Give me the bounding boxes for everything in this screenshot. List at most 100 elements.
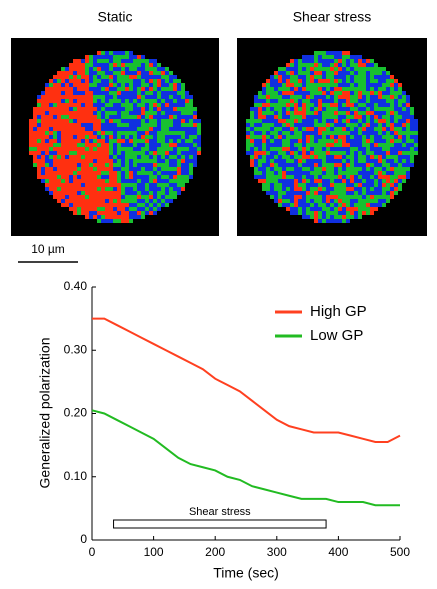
pixel xyxy=(161,151,165,155)
pixel xyxy=(85,199,89,203)
pixel xyxy=(246,131,250,135)
pixel xyxy=(342,91,346,95)
pixel xyxy=(105,119,109,123)
pixel xyxy=(153,87,157,91)
pixel xyxy=(149,59,153,63)
pixel xyxy=(254,119,258,123)
pixel xyxy=(69,131,73,135)
pixel xyxy=(109,67,113,71)
pixel xyxy=(354,83,358,87)
pixel xyxy=(382,195,386,199)
pixel xyxy=(342,159,346,163)
pixel xyxy=(330,111,334,115)
pixel xyxy=(65,167,69,171)
pixel xyxy=(113,171,117,175)
pixel xyxy=(306,119,310,123)
pixel xyxy=(378,175,382,179)
pixel xyxy=(77,183,81,187)
pixel xyxy=(37,143,41,147)
pixel xyxy=(394,155,398,159)
pixel xyxy=(382,175,386,179)
pixel xyxy=(318,67,322,71)
pixel xyxy=(322,63,326,67)
pixel xyxy=(113,63,117,67)
pixel xyxy=(81,147,85,151)
pixel xyxy=(338,139,342,143)
pixel xyxy=(177,183,181,187)
pixel xyxy=(149,203,153,207)
pixel xyxy=(326,211,330,215)
pixel xyxy=(121,107,125,111)
pixel xyxy=(49,151,53,155)
pixel xyxy=(85,99,89,103)
pixel xyxy=(137,211,141,215)
pixel xyxy=(266,119,270,123)
pixel xyxy=(93,147,97,151)
pixel xyxy=(173,91,177,95)
pixel xyxy=(125,155,129,159)
pixel xyxy=(350,119,354,123)
pixel xyxy=(93,59,97,63)
pixel xyxy=(382,183,386,187)
pixel xyxy=(278,135,282,139)
pixel xyxy=(294,123,298,127)
pixel xyxy=(326,107,330,111)
pixel xyxy=(93,167,97,171)
pixel xyxy=(294,199,298,203)
pixel xyxy=(73,179,77,183)
pixel xyxy=(61,107,65,111)
pixel xyxy=(282,147,286,151)
pixel xyxy=(334,187,338,191)
pixel xyxy=(290,83,294,87)
pixel xyxy=(161,103,165,107)
pixel xyxy=(37,95,41,99)
pixel xyxy=(165,139,169,143)
pixel xyxy=(185,151,189,155)
pixel xyxy=(105,199,109,203)
pixel xyxy=(354,191,358,195)
pixel xyxy=(302,107,306,111)
pixel xyxy=(109,195,113,199)
pixel xyxy=(169,147,173,151)
pixel xyxy=(57,139,61,143)
pixel xyxy=(53,83,57,87)
pixel xyxy=(394,191,398,195)
pixel xyxy=(290,179,294,183)
pixel xyxy=(125,59,129,63)
pixel xyxy=(398,155,402,159)
pixel xyxy=(370,139,374,143)
pixel xyxy=(254,99,258,103)
pixel xyxy=(161,87,165,91)
pixel xyxy=(101,115,105,119)
pixel xyxy=(410,147,414,151)
pixel xyxy=(310,75,314,79)
pixel xyxy=(161,83,165,87)
pixel xyxy=(334,55,338,59)
pixel xyxy=(310,99,314,103)
pixel xyxy=(109,179,113,183)
pixel xyxy=(125,187,129,191)
pixel xyxy=(121,75,125,79)
pixel xyxy=(93,211,97,215)
pixel xyxy=(33,143,37,147)
pixel xyxy=(318,119,322,123)
pixel xyxy=(109,187,113,191)
pixel xyxy=(97,127,101,131)
pixel xyxy=(185,163,189,167)
pixel xyxy=(77,111,81,115)
pixel xyxy=(302,135,306,139)
pixel xyxy=(382,91,386,95)
pixel xyxy=(290,123,294,127)
pixel xyxy=(85,175,89,179)
pixel xyxy=(358,171,362,175)
pixel xyxy=(298,103,302,107)
pixel xyxy=(262,159,266,163)
pixel xyxy=(41,107,45,111)
pixel xyxy=(306,83,310,87)
pixel xyxy=(338,187,342,191)
pixel xyxy=(81,199,85,203)
pixel xyxy=(366,203,370,207)
pixel xyxy=(338,155,342,159)
pixel xyxy=(133,107,137,111)
pixel xyxy=(330,115,334,119)
